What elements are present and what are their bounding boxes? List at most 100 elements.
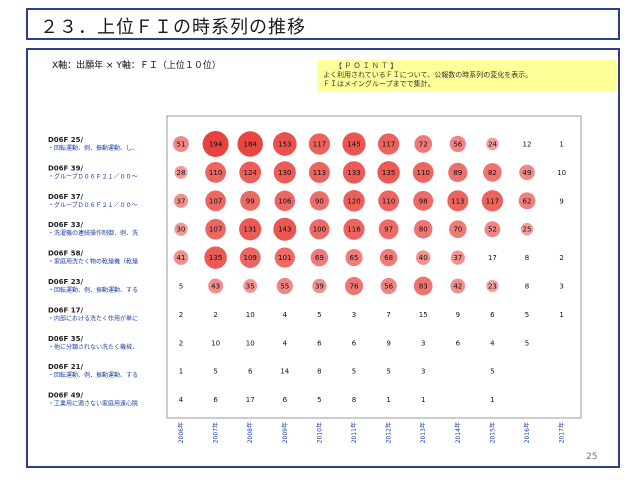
bubble-mark (413, 190, 434, 211)
axis-description: X軸：出願年 × Y軸：ＦＩ（上位１０位） (52, 61, 221, 71)
value-label: 117 (313, 141, 326, 149)
value-label: 8 (352, 396, 356, 404)
value-label: 5 (490, 368, 494, 376)
value-label: 2 (179, 311, 183, 319)
value-label: 135 (209, 254, 222, 262)
value-label: 2 (213, 311, 217, 319)
bubble-mark (273, 161, 296, 184)
value-label: 6 (352, 339, 357, 347)
value-label: 2 (179, 339, 183, 347)
value-label: 4 (283, 311, 288, 319)
bubble-mark (308, 133, 331, 155)
row-desc-label: ・洗濯機の連続操作制御．例．洗 (48, 229, 138, 237)
bubble-mark (173, 136, 189, 152)
bubble-mark (272, 132, 297, 156)
point-line-2: ＦＩはメイングループまでで集計。 (323, 80, 435, 88)
value-label: 113 (451, 197, 464, 205)
bubble-mark (342, 161, 366, 184)
bubble-mark (208, 278, 224, 294)
value-label: 145 (347, 141, 360, 149)
value-label: 1 (421, 396, 425, 404)
value-label: 8 (317, 368, 321, 376)
value-label: 10 (246, 311, 255, 319)
value-label: 41 (177, 254, 186, 262)
value-label: 80 (419, 226, 428, 234)
bubble-mark (239, 161, 262, 184)
value-label: 184 (244, 141, 258, 149)
bubble-mark (312, 278, 327, 294)
bubble-mark (378, 219, 399, 240)
x-tick-label: 2011年 (350, 422, 358, 443)
value-label: 124 (244, 169, 258, 177)
value-label: 9 (456, 311, 460, 319)
value-label: 107 (209, 197, 222, 205)
value-label: 107 (209, 226, 222, 234)
bubble-mark (237, 131, 263, 157)
value-label: 12 (523, 141, 532, 149)
x-tick-label: 2012年 (385, 422, 393, 443)
value-label: 133 (347, 169, 360, 177)
row-code-label: D06F 58/ (48, 250, 84, 258)
value-label: 42 (453, 283, 462, 291)
row-code-label: D06F 25/ (48, 136, 84, 144)
value-label: 62 (523, 197, 532, 205)
bubble-mark (174, 165, 188, 179)
x-tick-label: 2014年 (454, 422, 462, 443)
value-label: 43 (211, 283, 220, 291)
page-title: ２３．上位ＦＩの時系列の推移 (40, 17, 306, 38)
value-label: 120 (347, 197, 360, 205)
bubble-mark (173, 193, 189, 208)
bubble-mark (240, 190, 261, 211)
value-label: 5 (213, 368, 217, 376)
value-label: 76 (350, 283, 359, 291)
value-label: 5 (317, 396, 321, 404)
row-code-label: D06F 21/ (48, 363, 84, 371)
bubble-mark (309, 191, 330, 211)
value-label: 99 (246, 197, 255, 205)
bubble-mark (412, 161, 434, 183)
value-label: 153 (278, 141, 291, 149)
bubble-mark (274, 190, 296, 212)
value-label: 131 (244, 226, 257, 234)
bubble-mark (415, 250, 431, 265)
bubble-mark (274, 247, 295, 268)
value-label: 10 (557, 169, 566, 177)
row-code-label: D06F 23/ (48, 278, 84, 286)
value-label: 135 (382, 169, 395, 177)
bubble-mark (276, 277, 293, 295)
bubble-mark (448, 162, 468, 183)
bubble-mark (413, 276, 433, 296)
bubble-mark (520, 222, 534, 236)
value-label: 6 (317, 339, 322, 347)
plot-area (166, 115, 582, 419)
value-label: 106 (278, 197, 292, 205)
bubble-mark (239, 247, 261, 268)
value-label: 110 (209, 169, 222, 177)
bubble-mark (483, 163, 502, 182)
value-label: 35 (246, 283, 255, 291)
x-tick-label: 2008年 (246, 422, 254, 443)
bubble-mark (519, 164, 535, 181)
row-code-label: D06F 39/ (48, 164, 84, 172)
bubble-mark (377, 133, 400, 155)
value-label: 5 (525, 311, 529, 319)
row-desc-label: ・グループＤ０６Ｆ２１／００～ (48, 172, 138, 180)
bubble-mark (204, 246, 227, 269)
value-label: 3 (559, 283, 563, 291)
row-code-label: D06F 33/ (48, 221, 84, 229)
x-tick-label: 2013年 (419, 422, 427, 443)
value-label: 14 (280, 368, 289, 376)
bubble-mark (205, 218, 226, 240)
value-label: 97 (384, 226, 393, 234)
page-number: 25 (586, 452, 598, 462)
bubble-mark (205, 190, 226, 212)
value-label: 5 (386, 368, 390, 376)
value-label: 8 (525, 254, 529, 262)
bubble-mark (342, 132, 366, 156)
value-label: 82 (488, 169, 497, 177)
bubble-mark (486, 137, 499, 151)
x-tick-label: 2017年 (558, 422, 566, 443)
value-label: 5 (179, 283, 183, 291)
bubble-mark (309, 219, 330, 240)
bubble-mark (344, 276, 364, 296)
